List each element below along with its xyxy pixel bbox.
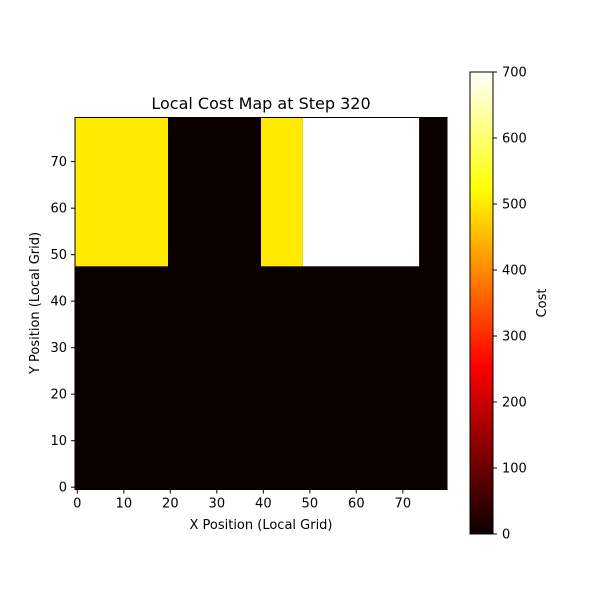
y-tick-label: 60 <box>50 202 67 217</box>
y-tick-label: 70 <box>50 155 67 170</box>
y-tick-label: 10 <box>50 434 67 449</box>
x-tick-label: 60 <box>348 497 365 512</box>
colorbar-tick-label: 0 <box>502 528 510 543</box>
x-tick-label: 40 <box>255 497 272 512</box>
y-tick-label: 50 <box>50 248 67 263</box>
x-axis: 0 10 20 30 40 50 60 70 <box>73 489 412 512</box>
colorbar-tick-label: 500 <box>502 198 527 213</box>
x-tick-label: 20 <box>162 497 179 512</box>
y-axis-label: Y Position (Local Grid) <box>28 232 43 375</box>
x-tick-label: 30 <box>209 497 226 512</box>
colorbar-tick-label: 600 <box>502 132 527 147</box>
colorbar-tick-label: 200 <box>502 396 527 411</box>
heatmap-region-2 <box>261 117 303 267</box>
colorbar-tick-label: 700 <box>502 66 527 81</box>
heatmap-region-3 <box>302 117 420 267</box>
y-tick-label: 20 <box>50 388 67 403</box>
colorbar-label: Cost <box>535 289 550 318</box>
x-tick-label: 10 <box>116 497 133 512</box>
x-axis-label: X Position (Local Grid) <box>189 518 332 533</box>
colorbar-axis: 0 100 200 300 400 500 600 700 <box>493 66 527 543</box>
y-tick-label: 0 <box>59 481 67 496</box>
colorbar-tick-label: 300 <box>502 330 527 345</box>
heatmap-cells <box>75 117 447 490</box>
y-axis: 0 10 20 30 40 50 60 70 <box>50 155 75 496</box>
chart-title: Local Cost Map at Step 320 <box>151 94 370 113</box>
y-tick-label: 30 <box>50 341 67 356</box>
colorbar-tick-label: 400 <box>502 264 527 279</box>
colorbar-gradient <box>469 71 494 535</box>
y-tick-label: 40 <box>50 295 67 310</box>
heatmap-region-1 <box>75 117 168 267</box>
x-tick-label: 50 <box>302 497 319 512</box>
plot-frame <box>74 117 448 490</box>
x-tick-label: 0 <box>73 497 81 512</box>
x-tick-label: 70 <box>395 497 412 512</box>
colorbar-tick-label: 100 <box>502 462 527 477</box>
